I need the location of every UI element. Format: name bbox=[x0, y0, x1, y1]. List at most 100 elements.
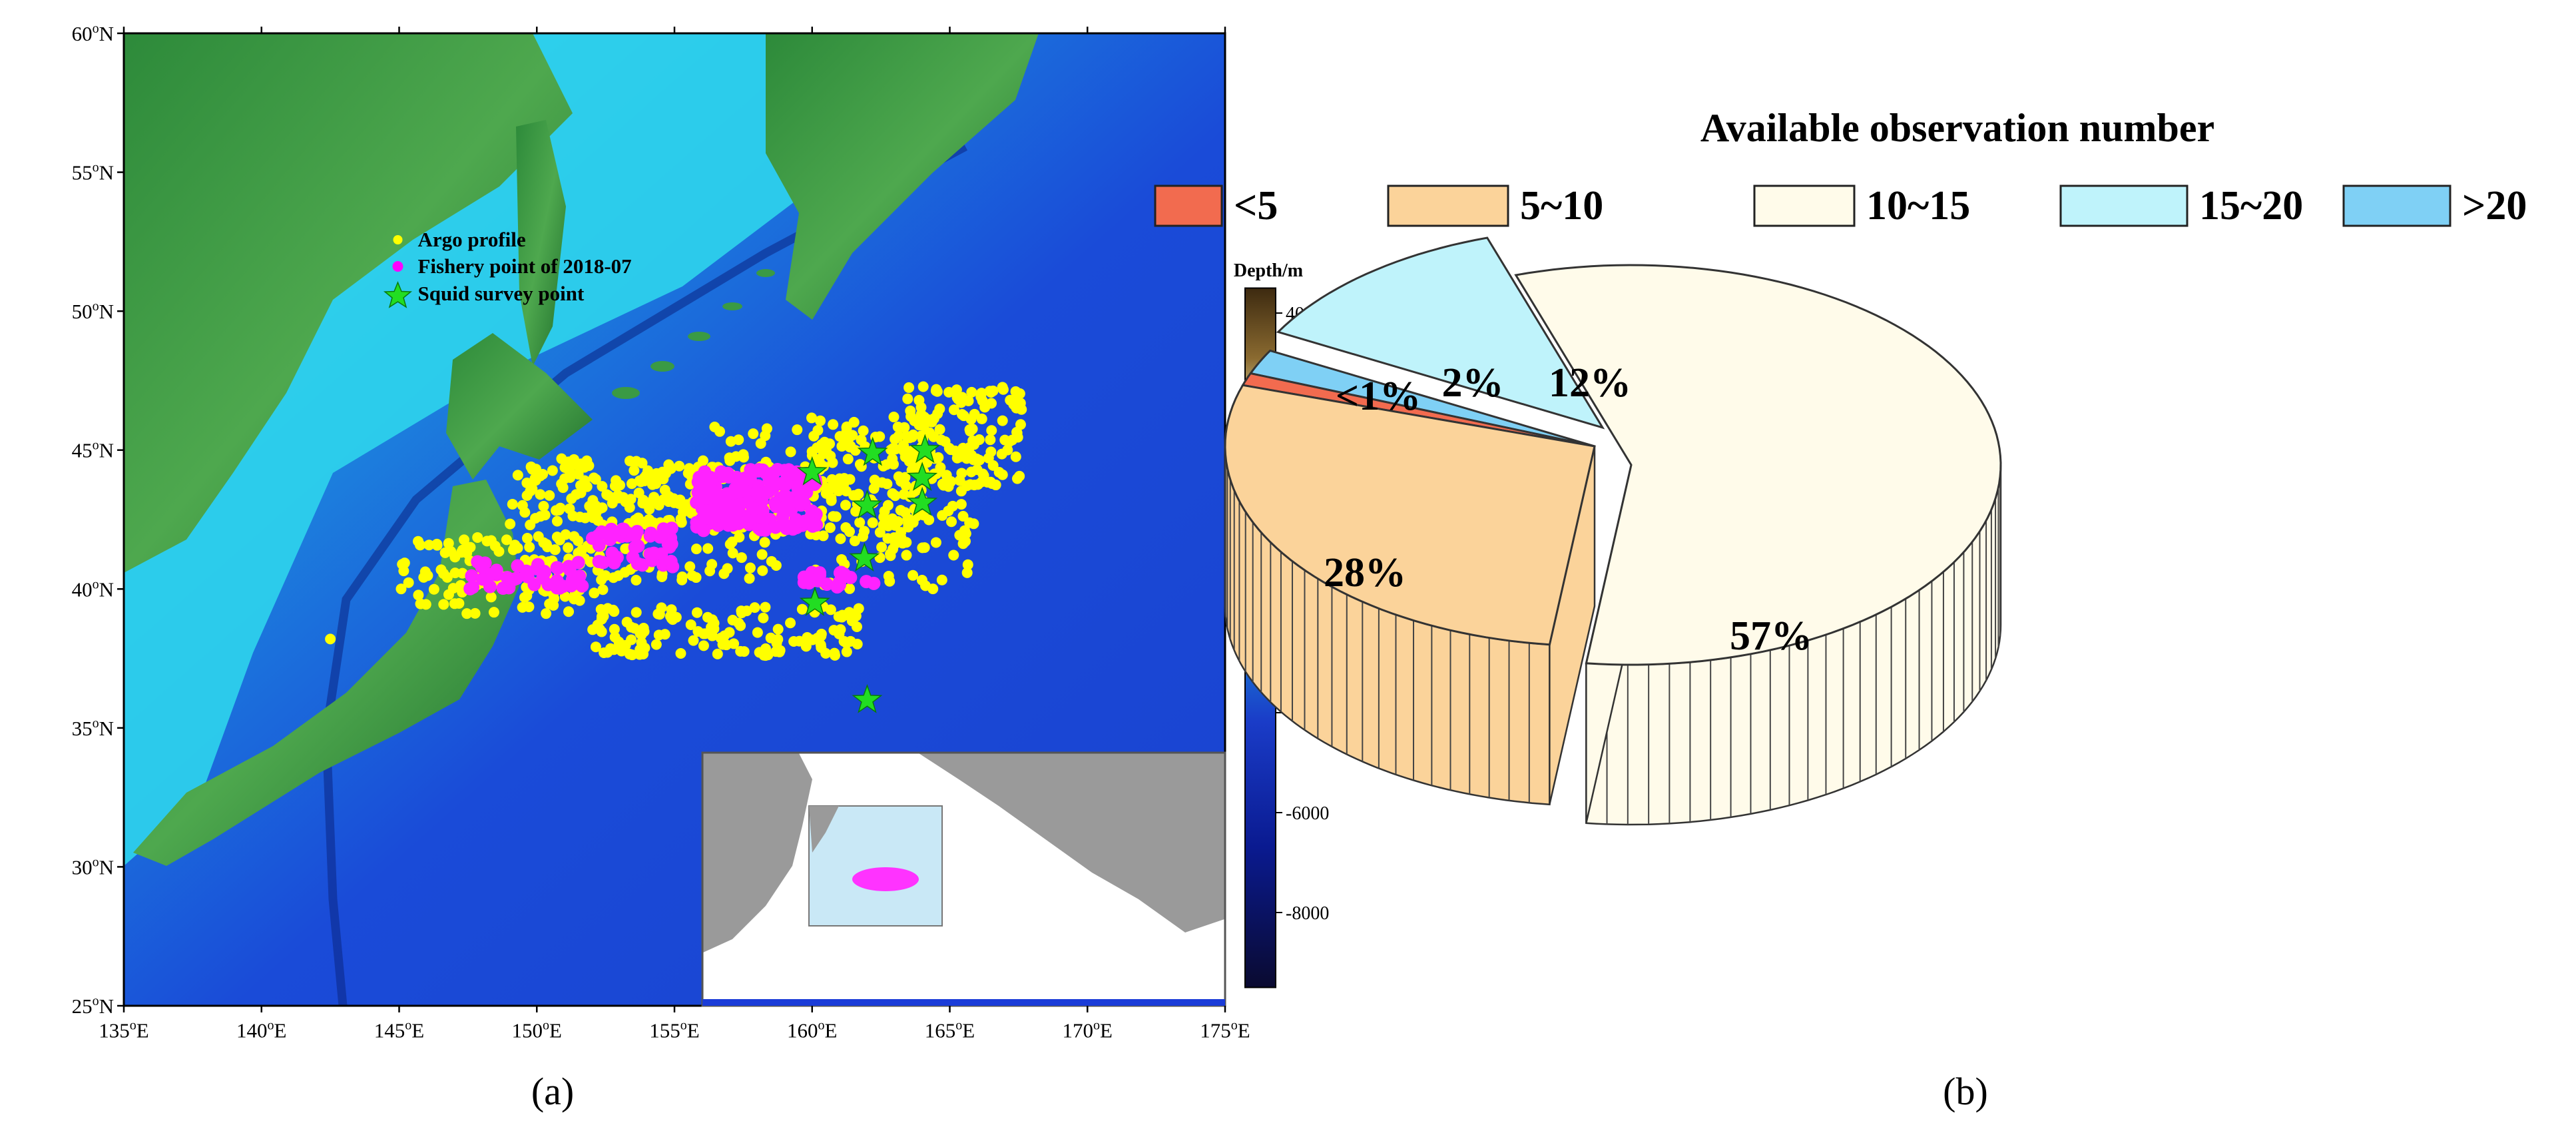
pie-data-label: <1% bbox=[1336, 374, 1421, 419]
argo-point bbox=[712, 648, 723, 659]
argo-point bbox=[928, 431, 939, 442]
panel-a-label: (a) bbox=[531, 1070, 574, 1113]
legend-argo-label: Argo profile bbox=[418, 228, 526, 251]
argo-point bbox=[900, 472, 911, 483]
argo-point bbox=[859, 526, 870, 537]
fishery-point bbox=[716, 490, 730, 504]
argo-point bbox=[449, 552, 461, 563]
argo-point bbox=[597, 481, 608, 492]
fishery-point bbox=[726, 486, 740, 500]
argo-point bbox=[957, 510, 969, 522]
argo-point bbox=[934, 424, 945, 435]
argo-point bbox=[631, 607, 642, 618]
argo-point bbox=[674, 494, 686, 506]
argo-point bbox=[948, 550, 959, 561]
argo-point bbox=[986, 478, 997, 489]
argo-point bbox=[624, 456, 635, 467]
fishery-point bbox=[538, 565, 552, 579]
argo-point bbox=[325, 633, 336, 645]
y-tick-label: 40oN bbox=[72, 577, 114, 601]
pie-slice-15~20 bbox=[1276, 236, 1605, 430]
argo-point bbox=[725, 436, 736, 447]
squid-survey-star bbox=[852, 489, 883, 519]
argo-point bbox=[903, 382, 915, 393]
argo-point bbox=[541, 539, 552, 550]
argo-point bbox=[560, 529, 571, 540]
honshu bbox=[133, 480, 519, 866]
legend-label: 15~20 bbox=[2199, 183, 2303, 228]
argo-point bbox=[544, 490, 555, 501]
argo-point bbox=[602, 603, 613, 614]
argo-point bbox=[961, 480, 973, 492]
argo-point bbox=[493, 546, 505, 557]
argo-point bbox=[806, 412, 818, 424]
squid-survey-star bbox=[849, 542, 880, 571]
fishery-point bbox=[740, 484, 754, 498]
argo-point bbox=[598, 611, 609, 622]
argo-point bbox=[704, 565, 716, 577]
argo-point bbox=[521, 533, 533, 544]
argo-point bbox=[422, 570, 433, 581]
argo-point bbox=[639, 642, 650, 653]
argo-point bbox=[808, 430, 820, 442]
fishery-point bbox=[466, 580, 480, 594]
y-tick-label: 30oN bbox=[72, 855, 114, 879]
argo-point bbox=[846, 615, 858, 627]
argo-point bbox=[715, 632, 726, 643]
pie-slice-10~15 bbox=[1514, 264, 2002, 666]
argo-point bbox=[435, 564, 447, 575]
argo-point bbox=[829, 649, 840, 661]
argo-point bbox=[684, 463, 695, 474]
argo-point bbox=[985, 386, 997, 398]
argo-point bbox=[933, 452, 944, 463]
argo-point bbox=[917, 381, 929, 392]
pie-slice-<5 bbox=[1241, 372, 1595, 448]
argo-point bbox=[587, 512, 599, 524]
argo-point bbox=[650, 496, 662, 507]
colorbar-tick-label: -6000 bbox=[1286, 803, 1329, 824]
argo-point bbox=[901, 537, 912, 548]
argo-point bbox=[596, 574, 607, 585]
sakhalin bbox=[516, 120, 566, 366]
argo-point bbox=[438, 599, 449, 610]
fishery-point bbox=[592, 538, 606, 552]
pie-body: <1% 28% 57% 12% 2% bbox=[1224, 236, 2002, 826]
argo-point bbox=[882, 533, 894, 544]
argo-point bbox=[413, 589, 424, 601]
argo-point bbox=[668, 611, 680, 623]
argo-point bbox=[971, 464, 983, 476]
fishery-point bbox=[732, 516, 746, 530]
argo-point bbox=[650, 639, 662, 650]
argo-point bbox=[792, 424, 803, 436]
fishery-point bbox=[758, 523, 772, 537]
argo-point bbox=[913, 394, 925, 406]
argo-point bbox=[827, 457, 838, 468]
argo-point bbox=[609, 623, 620, 635]
argo-point bbox=[596, 626, 607, 637]
argo-point bbox=[830, 511, 842, 522]
argo-point bbox=[874, 527, 886, 538]
argo-point bbox=[841, 637, 852, 649]
argo-point bbox=[609, 644, 620, 655]
fishery-point bbox=[786, 467, 800, 481]
argo-point bbox=[736, 552, 747, 563]
squid-survey-star bbox=[909, 434, 941, 464]
argo-point bbox=[849, 536, 860, 547]
argo-point bbox=[760, 430, 771, 442]
argo-point bbox=[702, 543, 714, 554]
argo-point bbox=[428, 583, 439, 595]
argo-point bbox=[744, 562, 756, 573]
argo-point bbox=[893, 430, 904, 442]
squid-survey-star bbox=[796, 456, 828, 486]
argo-point bbox=[756, 549, 768, 560]
argo-point bbox=[403, 577, 414, 588]
pie-slice-5~10 bbox=[1224, 384, 1596, 646]
fishery-point bbox=[805, 504, 819, 518]
argo-point bbox=[443, 589, 454, 600]
argo-point bbox=[835, 533, 846, 544]
inset-study-area bbox=[808, 805, 943, 927]
argo-point bbox=[844, 583, 856, 594]
panel-b-label: (b) bbox=[1943, 1070, 1988, 1113]
argo-point bbox=[663, 459, 674, 470]
argo-point bbox=[969, 408, 980, 420]
